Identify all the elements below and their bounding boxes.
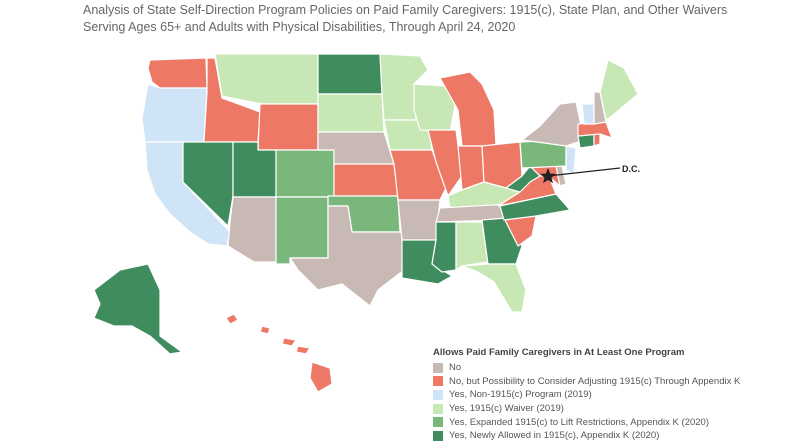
- title-line-2: Serving Ages 65+ and Adults with Physica…: [83, 20, 516, 34]
- state-UT: [232, 141, 277, 198]
- state-MS: [431, 221, 457, 273]
- state-SD: [317, 93, 385, 133]
- legend-swatch: [433, 376, 443, 387]
- dc-star-icon: [540, 168, 556, 184]
- legend-label: Yes, 1915(c) Waiver (2019): [449, 403, 564, 415]
- state-AK: [93, 263, 183, 355]
- title-line-1: Analysis of State Self-Direction Program…: [83, 3, 728, 17]
- state-ND: [317, 53, 383, 95]
- legend-label: No, but Possibility to Consider Adjustin…: [449, 375, 741, 387]
- legend-swatch: [433, 389, 443, 400]
- state-RI: [593, 133, 601, 147]
- legend-swatch: [433, 403, 443, 414]
- legend: Allows Paid Family Caregivers in At Leas…: [433, 347, 783, 443]
- state-NV: [182, 141, 234, 227]
- state-VT: [581, 103, 595, 125]
- state-FL: [461, 263, 527, 313]
- state-NJ: [565, 145, 577, 175]
- state-IL: [427, 129, 463, 197]
- state-NH: [593, 91, 607, 125]
- state-NM: [275, 196, 329, 265]
- legend-item: Yes, Expanded 1915(c) to Lift Restrictio…: [433, 415, 783, 429]
- state-MT: [214, 53, 319, 105]
- dc-label: D.C.: [622, 164, 640, 174]
- state-KS: [333, 163, 399, 197]
- legend-swatch: [433, 362, 443, 373]
- legend-label: No: [449, 362, 462, 374]
- state-NY: [521, 101, 585, 147]
- legend-swatch: [433, 430, 443, 441]
- state-ME: [599, 59, 639, 121]
- dc-marker: D.C.: [540, 164, 640, 184]
- legend-label: Yes, Expanded 1915(c) to Lift Restrictio…: [449, 416, 709, 428]
- legend-label: Yes, Newly Allowed in 1915(c), Appendix …: [449, 430, 660, 442]
- state-CO: [275, 149, 335, 198]
- dc-leader-line: [547, 167, 621, 177]
- legend-item: Yes, Non-1915(c) Program (2019): [433, 388, 783, 402]
- chart-title: Analysis of State Self-Direction Program…: [83, 2, 728, 36]
- legend-item: No: [433, 361, 783, 375]
- state-AZ: [227, 196, 277, 263]
- state-OR: [141, 83, 208, 143]
- state-WY: [257, 103, 319, 151]
- legend-item: No, but Possibility to Consider Adjustin…: [433, 375, 783, 389]
- legend-item: Yes, Newly Allowed in 1915(c), Appendix …: [433, 429, 783, 443]
- state-AL: [455, 221, 489, 271]
- legend-item: Yes, 1915(c) Waiver (2019): [433, 402, 783, 416]
- legend-swatch: [433, 417, 443, 428]
- state-WA: [147, 57, 208, 89]
- legend-label: Yes, Non-1915(c) Program (2019): [449, 389, 592, 401]
- state-MI: [439, 71, 497, 147]
- state-HI: [225, 313, 333, 393]
- legend-title: Allows Paid Family Caregivers in At Leas…: [433, 347, 685, 358]
- state-AR: [397, 199, 441, 241]
